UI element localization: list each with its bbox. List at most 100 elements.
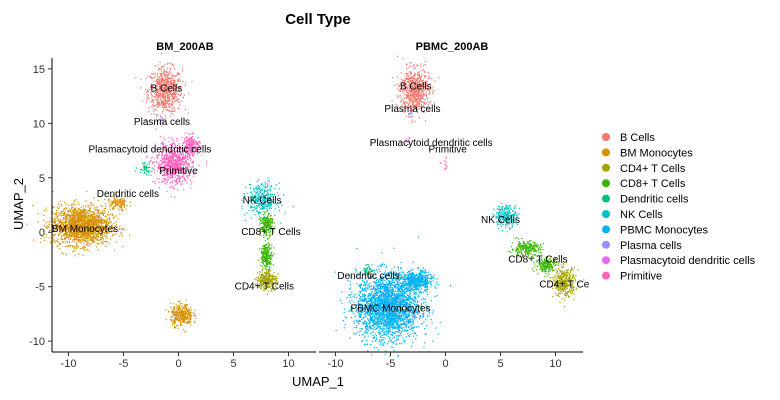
point [267,228,270,230]
point [68,229,70,231]
point [263,260,265,263]
point [101,241,103,243]
point [163,89,165,91]
point [267,276,269,278]
point [94,228,96,230]
point [170,103,172,105]
point [69,214,71,216]
point [92,218,94,220]
point [172,323,174,326]
point [103,232,106,235]
point [268,202,270,204]
point [253,206,255,208]
point [249,183,251,185]
point [163,177,165,179]
point [165,178,167,180]
point [268,270,270,272]
point [74,216,76,218]
point [106,227,108,230]
point [75,236,77,238]
point [98,226,101,228]
point [159,81,162,83]
point [100,212,102,215]
point [167,178,170,181]
point [271,288,273,290]
point [120,206,122,208]
point [177,177,180,179]
point [263,229,265,231]
point [78,208,81,210]
point [173,306,175,309]
point [177,318,179,320]
point [185,307,188,309]
point [103,221,106,223]
point [176,306,178,308]
point [91,242,93,244]
point [67,213,69,215]
point [62,226,64,228]
point [73,247,75,250]
point [151,96,153,99]
point [72,229,75,232]
point [266,199,269,201]
point [268,247,270,249]
point [185,299,187,301]
point [145,77,147,80]
point [56,229,58,232]
point [260,279,262,281]
point [103,210,105,212]
point [94,222,97,224]
point [44,239,46,241]
point [271,185,273,188]
point [190,183,192,185]
point [45,226,48,228]
point [171,161,174,163]
point [77,221,79,223]
point [270,284,272,286]
point [267,245,270,248]
point [154,108,156,110]
point [76,239,78,241]
point [181,160,183,162]
point [146,155,148,157]
point [160,87,162,89]
point [185,304,187,306]
point [124,200,127,202]
point [264,240,266,242]
point [266,281,268,284]
point [177,80,179,82]
point [180,312,182,315]
point [91,214,93,216]
point [70,228,72,231]
point [93,231,95,233]
point [147,94,149,96]
point [53,222,55,224]
point [99,223,102,225]
point [265,278,267,280]
chart-title: Cell Type [285,11,351,28]
point [153,113,155,115]
point [66,221,68,223]
point [87,221,89,223]
point [79,212,81,214]
point [65,218,67,220]
point [125,208,127,210]
point [269,286,271,288]
point [165,309,167,311]
point [84,221,87,223]
point [266,229,268,231]
point [268,275,270,277]
point [119,229,121,231]
point [172,140,175,142]
point [177,87,179,89]
point [161,67,163,69]
point [84,239,86,242]
point [179,80,181,82]
point [79,230,81,232]
point [154,65,156,67]
point [258,188,260,191]
point [257,213,259,215]
point [159,97,161,99]
point [255,193,257,195]
point [267,219,270,221]
